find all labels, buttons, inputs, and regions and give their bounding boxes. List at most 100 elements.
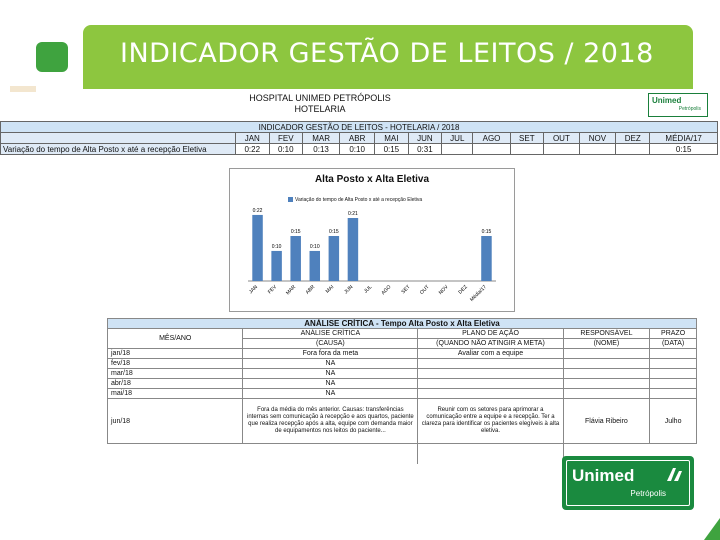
decorative-bar (10, 86, 36, 92)
row-deadline (649, 358, 697, 369)
month-header: JUN (407, 132, 443, 144)
value-cell: 0:31 (407, 143, 443, 155)
row-month: fev/18 (106, 358, 244, 369)
table-row (108, 443, 697, 465)
x-tick-label: JUL (363, 284, 374, 295)
x-tick-label: DEZ (457, 284, 468, 295)
row-blank (243, 444, 418, 465)
col-resp-sub: (NOME) (562, 338, 651, 349)
month-header: MÉDIA/17 (649, 132, 718, 144)
row-month: jan/18 (106, 348, 244, 359)
row-deadline (649, 368, 697, 379)
row-deadline (649, 388, 697, 399)
chart-container: Alta Posto x Alta Eletiva Variação do te… (229, 168, 515, 312)
row-deadline (649, 348, 697, 359)
data-label: 0:22 (253, 208, 263, 214)
month-header: ABR (339, 132, 376, 144)
month-header: OUT (543, 132, 580, 144)
col-month-header: MÊS/ANO (106, 328, 244, 349)
col-deadline-header: PRAZO (649, 328, 697, 339)
critical-analysis-table: ANÁLISE CRÍTICA - Tempo Alta Posto x Alt… (106, 318, 697, 465)
chart-legend: Variação do tempo de Alta Posto x até a … (288, 197, 422, 203)
month-header: SET (509, 132, 545, 144)
data-label: 0:15 (329, 229, 339, 235)
unimed-logo-small: Unimed Petrópolis (648, 93, 708, 117)
legend-swatch (288, 197, 293, 203)
row-resp (562, 358, 651, 369)
data-label: 0:10 (310, 244, 320, 250)
row-analysis: Fora da média do mês anterior. Causas: t… (242, 398, 419, 444)
row-resp (562, 348, 651, 359)
unimed-logo: Unimed Petrópolis (562, 456, 694, 510)
row-blank (417, 443, 564, 464)
month-header: JAN (235, 132, 270, 144)
row-resp (562, 378, 651, 389)
row-resp (562, 368, 651, 379)
logo-name: Unimed (572, 466, 635, 485)
col-plan-sub: (QUANDO NÃO ATINGIR A META) (417, 338, 564, 349)
row-month: mai/18 (106, 388, 244, 399)
x-tick-label: Média/17 (469, 284, 488, 303)
row-deadline: Julho (649, 398, 697, 444)
hospital-name: HOSPITAL UNIMED PETRÓPOLIS (249, 93, 391, 103)
value-cell: 0:22 (235, 143, 270, 155)
table-row: jan/18 Fora fora da meta Avaliar com a e… (106, 348, 697, 359)
chart-title: Alta Posto x Alta Eletiva (314, 174, 430, 185)
value-cell: 0:15 (649, 143, 718, 155)
col-deadline-sub: (DATA) (649, 338, 697, 349)
bar-jan (252, 214, 263, 281)
value-cell (578, 143, 617, 155)
value-cell (509, 143, 545, 155)
value-cell: 0:10 (339, 143, 376, 155)
table-row: mai/18 NA (106, 388, 697, 399)
value-cell (441, 143, 474, 155)
month-header: NOV (578, 132, 617, 144)
row-blank (108, 444, 243, 465)
x-tick-label: FEV (267, 284, 279, 296)
logo-small-name: Unimed (652, 96, 682, 105)
page-title: INDICADOR GESTÃO DE LEITOS / 2018 (120, 38, 654, 69)
value-cell: 0:10 (268, 143, 304, 155)
logo-square-icon (36, 42, 68, 72)
month-header: DEZ (615, 132, 651, 144)
logo-small-sub: Petrópolis (678, 106, 701, 112)
data-label: 0:15 (291, 229, 301, 235)
unimed-tree-icon (667, 468, 682, 481)
x-tick-label: ABR (305, 284, 317, 296)
row-resp: Flávia Ribeiro (562, 398, 651, 444)
department-name: HOTELARIA (294, 104, 346, 114)
months-row: JAN FEV MAR ABR MAI JUN JUL AGO SET OUT … (0, 132, 718, 144)
row-label: Variação do tempo de Alta Posto x até a … (0, 143, 236, 155)
month-header: MAI (374, 132, 409, 144)
col-resp-header: RESPONSÁVEL (562, 328, 651, 339)
x-tick-label: MAR (285, 284, 297, 296)
x-tick-label: AGO (380, 284, 392, 296)
table-row: fev/18 NA (106, 358, 697, 369)
row-analysis: Fora fora da meta (242, 348, 419, 359)
row-plan (417, 368, 564, 379)
row-resp (562, 388, 651, 399)
row-plan: Avaliar com a equipe (417, 348, 564, 359)
row-month: jun/18 (106, 398, 244, 444)
row-deadline (649, 378, 697, 389)
critical-band-title: ANÁLISE CRÍTICA - Tempo Alta Posto x Alt… (107, 318, 697, 329)
row-plan (417, 388, 564, 399)
title-banner (83, 25, 693, 89)
legend-label: Variação do tempo de Alta Posto x até a … (295, 197, 423, 203)
months-blank (0, 132, 236, 144)
bar-abr (309, 250, 321, 281)
row-analysis: NA (242, 388, 419, 399)
month-header: MAR (302, 132, 341, 144)
col-analysis-header: ANÁLISE CRÍTICA (242, 328, 419, 339)
x-tick-label: MAI (325, 284, 336, 295)
row-month: abr/18 (106, 378, 244, 389)
value-cell: 0:13 (302, 143, 341, 155)
row-plan (417, 378, 564, 389)
data-label: 0:21 (348, 211, 358, 217)
data-label: 0:15 (482, 229, 492, 235)
x-tick-label: OUT (419, 284, 431, 296)
row-analysis: NA (242, 378, 419, 389)
x-tick-label: JUN (343, 284, 354, 295)
value-cell (472, 143, 511, 155)
row-analysis: NA (242, 358, 419, 369)
